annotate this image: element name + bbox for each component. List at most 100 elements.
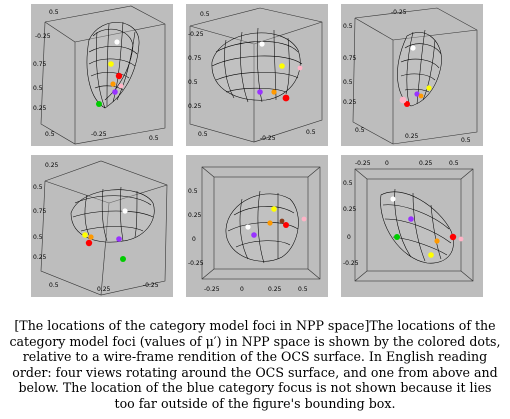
focus-dots <box>96 39 124 107</box>
focus-pink <box>301 216 307 222</box>
focus-pink <box>297 65 303 71</box>
tick-label: 0.5 <box>33 234 43 241</box>
tick-label: -0.25 <box>204 286 220 293</box>
focus-pink <box>458 236 464 242</box>
tick-label: 0.25 <box>419 160 433 167</box>
tick-label: -0.25 <box>35 33 51 40</box>
tick-label: -0.25 <box>188 31 204 38</box>
tick-label: 0.5 <box>149 135 159 142</box>
ocs-view-6-below: -0.25 0 0.25 0.5 0.5 0.25 0 -0.25 <box>341 155 483 297</box>
tick-label: 0 <box>347 234 351 241</box>
tick-label: 0.5 <box>200 11 210 18</box>
ocs-view-3: -0.25 0.5 0.75 0.5 0.25 0.5 0.25 0.5 <box>341 4 483 146</box>
figure-caption: [The locations of the category model foc… <box>8 318 502 412</box>
tick-label: 0.25 <box>45 162 59 169</box>
focus-purple <box>257 89 263 95</box>
tick-label: 0 <box>240 286 244 293</box>
wireframe-surface <box>225 190 299 264</box>
focus-orange <box>267 220 273 226</box>
tick-label: 0.5 <box>461 137 471 144</box>
tick-label: -0.25 <box>355 160 371 167</box>
tick-label: 0.25 <box>33 254 47 261</box>
focus-yellow <box>426 85 432 91</box>
focus-orange <box>418 93 424 99</box>
focus-dots <box>82 208 128 262</box>
tick-label: 0.5 <box>33 85 43 92</box>
tick-label: 0.5 <box>49 9 59 16</box>
tick-label: -0.25 <box>91 131 107 138</box>
figure-caption-text: [The locations of the category model foc… <box>9 318 501 411</box>
focus-yellow <box>271 206 277 212</box>
tick-label: -0.25 <box>143 282 159 289</box>
focus-red <box>85 239 93 247</box>
tick-label: -0.25 <box>391 9 407 16</box>
focus-orange <box>88 234 94 240</box>
focus-yellow <box>428 252 434 258</box>
tick-label: 0.75 <box>188 55 202 62</box>
focus-white <box>390 196 396 202</box>
tick-label: 0.5 <box>45 131 55 138</box>
bounding-box <box>189 7 323 143</box>
tick-label: 0.5 <box>343 180 353 187</box>
tick-label: 0 <box>385 160 389 167</box>
focus-green <box>394 234 400 240</box>
ocs-view-2: 0.5 -0.25 0.75 0.5 0.25 0.5 -0.25 0.5 <box>186 4 328 146</box>
tick-label: 0 <box>192 236 196 243</box>
tick-label: 0.5 <box>355 127 365 134</box>
ocs-view-1: 0.5 -0.25 0.75 0.5 0.25 0.5 -0.25 0.5 <box>31 4 173 146</box>
focus-purple <box>116 236 122 242</box>
focus-red <box>449 233 457 241</box>
tick-label: 0.5 <box>33 184 43 191</box>
focus-red <box>404 101 410 107</box>
focus-white <box>114 39 120 45</box>
focus-yellow <box>82 232 88 238</box>
focus-orange <box>110 81 116 87</box>
focus-purple <box>112 89 118 95</box>
focus-pink <box>118 83 124 89</box>
tick-label: 0.25 <box>188 212 202 219</box>
focus-red <box>115 72 123 80</box>
tick-label: -0.25 <box>260 135 276 142</box>
ocs-view-5-above: 0.5 0.25 0 -0.25 -0.25 0 0.25 0.5 <box>186 155 328 297</box>
focus-purple <box>251 232 257 238</box>
focus-red <box>283 222 289 228</box>
bounding-box <box>40 5 166 145</box>
tick-label: 0.5 <box>343 23 353 30</box>
wireframe-surface <box>211 27 303 103</box>
tick-label: 0.5 <box>343 79 353 86</box>
tick-label: 0.5 <box>198 131 208 138</box>
focus-green <box>96 101 102 107</box>
tick-label: 0.25 <box>405 133 419 140</box>
focus-purple <box>408 216 414 222</box>
focus-dots <box>399 45 432 107</box>
tick-label: 0.5 <box>298 286 308 293</box>
ocs-view-4: 0.25 0.5 0.75 0.5 0.25 0.5 0.25 -0.25 <box>31 155 173 297</box>
bounding-box <box>201 166 321 280</box>
focus-brown <box>279 218 285 224</box>
tick-label: 0.5 <box>449 160 459 167</box>
focus-dots <box>390 196 464 258</box>
tick-label: 0.5 <box>306 129 316 136</box>
tick-label: 0.25 <box>33 105 47 112</box>
bounding-box <box>354 168 474 282</box>
tick-label: 0.75 <box>33 61 47 68</box>
focus-orange <box>434 238 440 244</box>
focus-yellow <box>108 61 114 67</box>
tick-label: 0.25 <box>343 206 357 213</box>
focus-white <box>245 224 251 230</box>
bounding-box <box>40 160 168 296</box>
focus-white <box>410 45 416 51</box>
tick-label: 0.25 <box>188 103 202 110</box>
tick-label: 0.75 <box>343 55 357 62</box>
focus-red <box>282 94 290 102</box>
tick-label: -0.25 <box>188 260 204 267</box>
tick-label: 0.75 <box>33 208 47 215</box>
focus-white <box>259 41 265 47</box>
focus-pink <box>399 96 407 104</box>
focus-green <box>120 256 126 262</box>
tick-label: 0.25 <box>97 286 111 293</box>
tick-label: 0.5 <box>49 282 59 289</box>
focus-dots <box>257 41 303 102</box>
tick-label: 0.25 <box>343 99 357 106</box>
focus-dots <box>245 206 307 238</box>
